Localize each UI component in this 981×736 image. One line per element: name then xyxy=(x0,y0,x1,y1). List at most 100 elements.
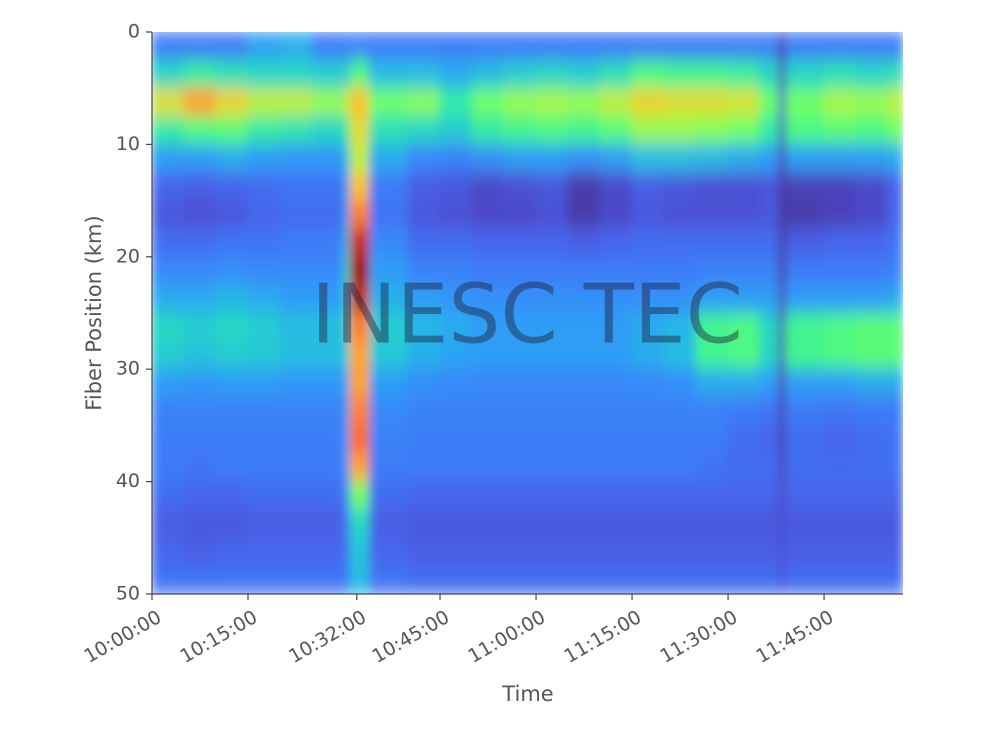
heatmap-cell xyxy=(343,284,351,314)
heatmap-cell xyxy=(343,143,351,173)
heatmap-cell xyxy=(215,481,249,511)
heatmap-cell xyxy=(778,228,787,258)
heatmap-cell xyxy=(471,396,505,426)
heatmap-cell xyxy=(785,200,825,230)
heatmap-cell xyxy=(471,256,505,286)
heatmap-cell xyxy=(778,172,787,202)
heatmap-cell xyxy=(152,368,185,398)
heatmap-cell xyxy=(183,200,217,230)
heatmap-cell xyxy=(785,424,825,454)
heatmap-cell xyxy=(215,228,249,258)
heatmap-cell xyxy=(631,87,665,117)
heatmap-cell xyxy=(279,256,313,286)
heatmap-cell xyxy=(503,537,537,567)
heatmap-cell xyxy=(471,537,505,567)
heatmap-cell xyxy=(279,172,313,202)
heatmap-cell xyxy=(778,284,787,314)
heatmap-cell xyxy=(567,481,601,511)
heatmap-cell xyxy=(535,453,569,483)
heatmap-cell xyxy=(369,424,409,454)
heatmap-cell xyxy=(247,312,281,342)
heatmap-cell xyxy=(599,481,633,511)
heatmap-cell xyxy=(279,424,313,454)
heatmap-cell xyxy=(247,115,281,145)
heatmap-cell xyxy=(503,115,537,145)
heatmap-cell xyxy=(631,565,665,594)
heatmap-cell xyxy=(439,228,473,258)
heatmap-cell xyxy=(855,537,889,567)
heatmap-cell xyxy=(663,284,697,314)
heatmap-cell xyxy=(349,537,371,567)
heatmap-cell xyxy=(152,284,185,314)
heatmap-cell xyxy=(727,312,761,342)
heatmap-cell xyxy=(247,481,281,511)
heatmap-cell xyxy=(785,453,825,483)
heatmap-cell xyxy=(503,59,537,89)
heatmap-cell xyxy=(343,32,351,61)
heatmap-cell xyxy=(279,565,313,594)
heatmap-cell xyxy=(727,228,761,258)
heatmap-cell xyxy=(311,143,345,173)
heatmap-cell xyxy=(727,32,761,61)
heatmap-cell xyxy=(567,396,601,426)
heatmap-cell xyxy=(369,87,409,117)
heatmap-cell xyxy=(631,143,665,173)
heatmap-cell xyxy=(369,312,409,342)
heatmap-cell xyxy=(152,256,185,286)
heatmap-cell xyxy=(887,509,903,539)
heatmap-cell xyxy=(311,509,345,539)
heatmap-cell xyxy=(439,509,473,539)
heatmap-cell xyxy=(663,256,697,286)
heatmap-cell xyxy=(823,228,857,258)
y-tick-label: 20 xyxy=(116,245,140,267)
heatmap-cell xyxy=(369,200,409,230)
heatmap-cell xyxy=(695,87,729,117)
heatmap-cell xyxy=(152,453,185,483)
heatmap-cell xyxy=(152,172,185,202)
heatmap-cell xyxy=(631,32,665,61)
heatmap-cell xyxy=(471,481,505,511)
y-tick-label: 50 xyxy=(116,583,140,605)
heatmap-cell xyxy=(503,87,537,117)
heatmap-cell xyxy=(823,481,857,511)
heatmap-cell xyxy=(887,115,903,145)
heatmap-cell xyxy=(759,32,780,61)
heatmap-cell xyxy=(407,284,441,314)
heatmap-cell xyxy=(855,228,889,258)
heatmap-cell xyxy=(785,59,825,89)
heatmap-cell xyxy=(535,481,569,511)
heatmap-cell xyxy=(631,424,665,454)
heatmap-cell xyxy=(535,115,569,145)
heatmap-cell xyxy=(599,143,633,173)
heatmap-cell xyxy=(349,32,371,61)
heatmap-cell xyxy=(349,200,371,230)
heatmap-cell xyxy=(727,115,761,145)
heatmap-cell xyxy=(727,284,761,314)
heatmap-cell xyxy=(407,509,441,539)
heatmap-cell xyxy=(695,200,729,230)
heatmap-cell xyxy=(183,87,217,117)
heatmap-cell xyxy=(535,424,569,454)
heatmap-cell xyxy=(599,284,633,314)
heatmap-cell xyxy=(823,172,857,202)
heatmap-cell xyxy=(439,396,473,426)
heatmap-cell xyxy=(855,87,889,117)
heatmap-cell xyxy=(759,340,780,370)
heatmap-cell xyxy=(183,509,217,539)
heatmap-cell xyxy=(695,481,729,511)
heatmap-cell xyxy=(471,284,505,314)
heatmap-cell xyxy=(663,312,697,342)
heatmap-cell xyxy=(343,481,351,511)
heatmap-cell xyxy=(727,396,761,426)
heatmap-cell xyxy=(785,340,825,370)
heatmap-cell xyxy=(778,481,787,511)
heatmap-cell xyxy=(369,453,409,483)
heatmap-cell xyxy=(349,368,371,398)
heatmap-cell xyxy=(535,143,569,173)
heatmap-cell xyxy=(279,200,313,230)
heatmap-cell xyxy=(183,481,217,511)
heatmap-cell xyxy=(247,32,281,61)
heatmap-cell xyxy=(727,537,761,567)
heatmap-cell xyxy=(407,256,441,286)
heatmap-cell xyxy=(183,32,217,61)
